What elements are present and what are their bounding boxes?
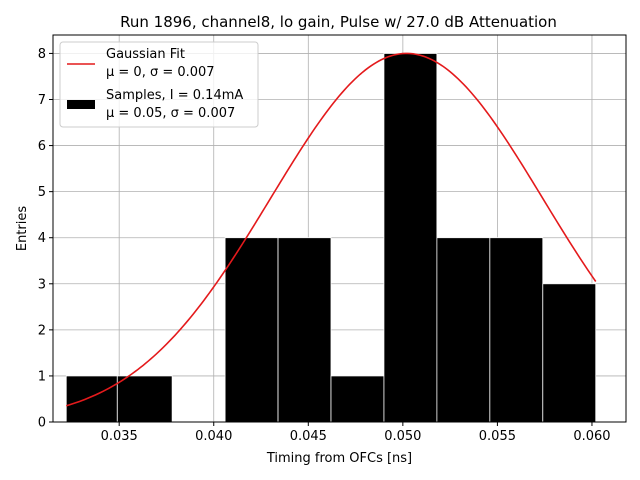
legend-fit-stats: μ = 0, σ = 0.007 (106, 65, 215, 80)
x-tick-label: 0.060 (573, 429, 610, 444)
y-axis-label: Entries (15, 206, 30, 252)
y-tick-label: 2 (38, 323, 46, 338)
x-tick-label: 0.055 (479, 429, 516, 444)
gaussian-fit-curve (66, 52, 597, 407)
legend-fit-label: Gaussian Fit (106, 47, 185, 62)
histogram-bars (65, 53, 597, 423)
y-tick-label: 0 (38, 416, 46, 431)
y-tick-label: 4 (38, 231, 46, 246)
y-tick-label: 3 (38, 277, 46, 292)
y-tick-label: 1 (38, 369, 46, 384)
histogram-bar (116, 375, 173, 423)
histogram-bar (65, 375, 118, 423)
x-tick-label: 0.045 (290, 429, 327, 444)
chart-title: Run 1896, channel8, lo gain, Pulse w/ 27… (120, 13, 557, 31)
x-tick-label: 0.050 (384, 429, 421, 444)
legend: Gaussian Fit μ = 0, σ = 0.007 Samples, I… (59, 41, 259, 128)
y-tick-label: 7 (38, 93, 46, 108)
x-tick-label: 0.040 (195, 429, 232, 444)
y-tick-label: 5 (38, 185, 46, 200)
histogram-bar (542, 283, 597, 423)
x-axis-ticks: 0.035 0.040 0.045 0.050 0.055 0.060 (101, 422, 611, 444)
histogram-bar (330, 375, 385, 423)
histogram-bar (489, 237, 544, 423)
histogram-bar (436, 237, 491, 423)
y-tick-label: 8 (38, 47, 46, 62)
histogram-bar (383, 53, 438, 423)
histogram-bar (277, 237, 332, 423)
legend-samples-swatch (67, 100, 95, 109)
legend-box (59, 41, 259, 128)
legend-samples-stats: μ = 0.05, σ = 0.007 (106, 106, 235, 121)
x-tick-label: 0.035 (101, 429, 138, 444)
histogram-bar (224, 237, 279, 423)
y-tick-label: 6 (38, 139, 46, 154)
x-axis-label: Timing from OFCs [ns] (266, 451, 412, 466)
y-axis-ticks: 0 1 2 3 4 5 6 7 8 (38, 47, 53, 431)
plot-frame (52, 34, 627, 423)
legend-samples-label: Samples, I = 0.14mA (106, 88, 243, 103)
